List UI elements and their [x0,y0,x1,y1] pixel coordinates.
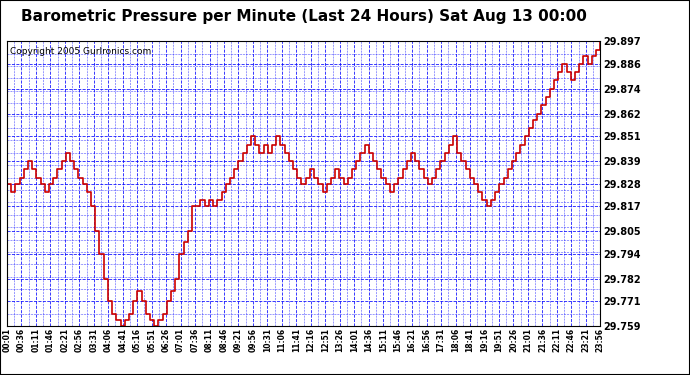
Text: Copyright 2005 Gurlronics.com: Copyright 2005 Gurlronics.com [10,47,151,56]
Text: Barometric Pressure per Minute (Last 24 Hours) Sat Aug 13 00:00: Barometric Pressure per Minute (Last 24 … [21,9,586,24]
